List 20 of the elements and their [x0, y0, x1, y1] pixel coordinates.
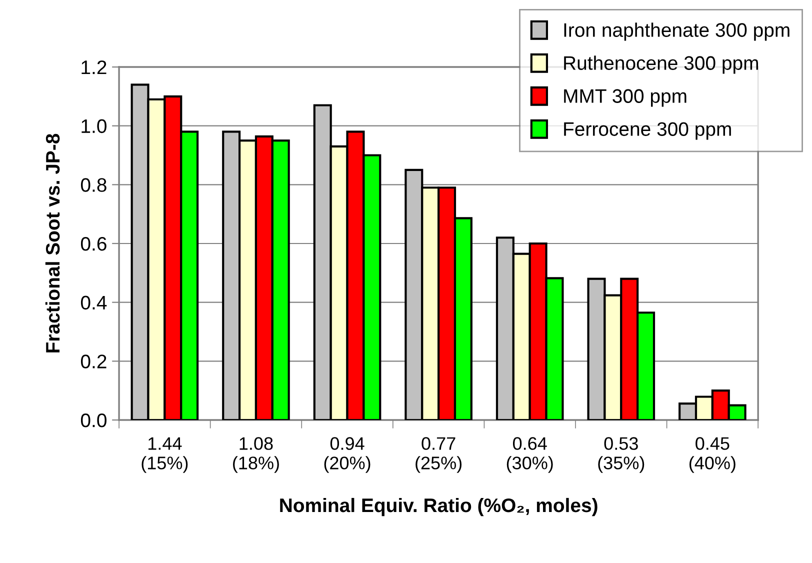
y-tick-label: 0.0: [80, 413, 106, 428]
legend-label: Ruthenocene 300 ppm: [564, 56, 758, 74]
x-tick-label: 0.94 (20%): [324, 437, 370, 473]
legend-label: MMT 300 ppm: [564, 89, 686, 107]
x-tick-label: 0.45 (40%): [689, 437, 736, 473]
x-tick-label: 0.53 (35%): [598, 437, 644, 473]
y-tick-label: 1.0: [82, 119, 106, 134]
legend-label: Ferrocene 300 ppm: [564, 122, 731, 140]
y-tick-label: 0.6: [80, 236, 106, 251]
y-axis-title: Fractional Soot vs. JP-8: [45, 134, 60, 352]
x-tick-label: 0.77 (25%): [416, 437, 462, 473]
y-tick-label: 0.8: [80, 178, 106, 192]
x-tick-label: 0.64 (30%): [506, 437, 553, 473]
x-tick-label: 1.08 (18%): [233, 437, 279, 473]
y-tick-label: 1.2: [82, 60, 106, 74]
legend-label: Iron naphthenate 300 ppm: [564, 22, 790, 41]
x-tick-label: 1.44 (15%): [142, 437, 188, 473]
y-tick-label: 0.4: [80, 296, 107, 310]
x-axis-title: Nominal Equiv. Ratio (%O₂, moles): [280, 498, 598, 516]
y-tick-label: 0.2: [80, 354, 106, 368]
